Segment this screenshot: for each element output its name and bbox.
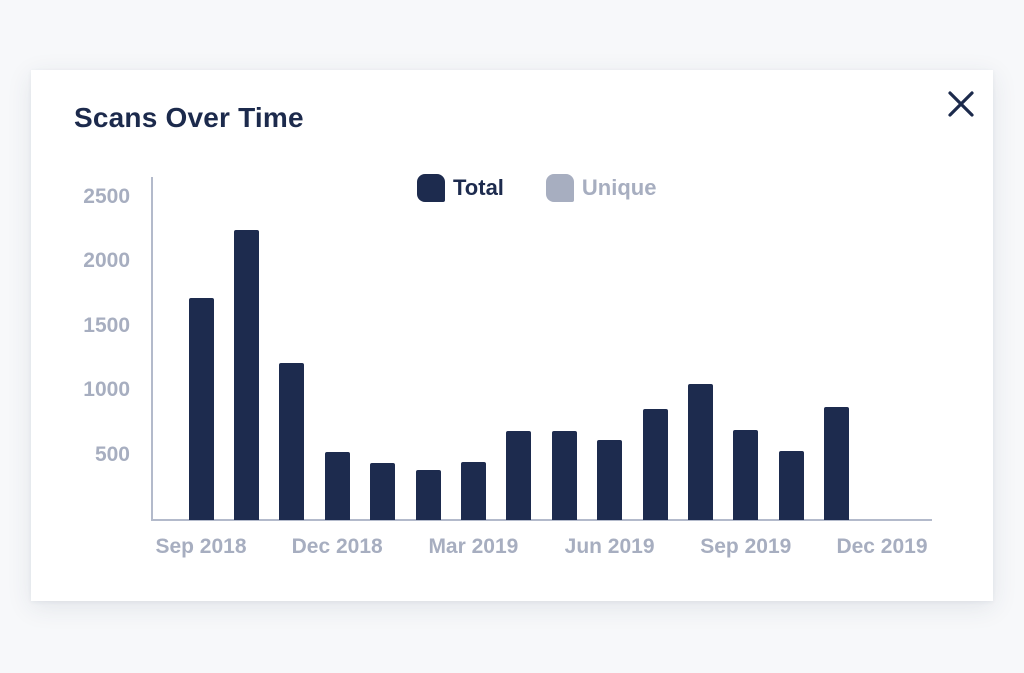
y-tick-label: 2000 (83, 249, 130, 272)
x-tick-label: Dec 2019 (836, 535, 928, 558)
unique-swatch-icon (545, 174, 574, 202)
bar-feb-2019[interactable] (415, 469, 441, 520)
modal-title: Scans Over Time (74, 102, 304, 133)
x-tick-label: Mar 2019 (428, 535, 519, 558)
y-tick-label: 2500 (83, 184, 130, 208)
bar-oct-2019[interactable] (778, 450, 804, 520)
x-tick-label: Jun 2019 (564, 535, 655, 558)
y-tick-label: 1000 (83, 378, 130, 401)
close-button[interactable] (945, 88, 977, 120)
x-tick-label: Sep 2018 (155, 535, 247, 558)
bar-dec-2018[interactable] (324, 451, 350, 520)
legend-item-unique[interactable]: Unique (545, 174, 657, 202)
bar-jan-2019[interactable] (370, 463, 396, 520)
bar-nov-2018[interactable] (279, 362, 305, 520)
bar-apr-2019[interactable] (506, 430, 532, 520)
y-axis (151, 177, 153, 521)
legend-label-total: Total (453, 175, 504, 200)
bar-sep-2018[interactable] (188, 298, 214, 520)
scans-over-time-modal: Scans Over Time Total Unique 500 1000 1500… (31, 70, 993, 601)
y-tick-label: 1500 (83, 313, 130, 337)
bar-jun-2019[interactable] (597, 440, 623, 520)
x-axis (151, 519, 932, 521)
x-tick-label: Sep 2019 (700, 535, 792, 558)
x-tick-label: Dec 2018 (291, 535, 383, 558)
total-swatch-icon (417, 174, 445, 202)
chart-legend: Total Unique (417, 174, 698, 202)
bar-chart: 500 1000 1500 2000 2500 Sep 2018 Dec 2018 Mar … (31, 70, 993, 601)
bar-aug-2019[interactable] (687, 383, 713, 520)
legend-item-total[interactable]: Total (417, 174, 504, 202)
close-icon (948, 91, 974, 117)
bar-mar-2019[interactable] (460, 461, 486, 520)
bar-nov-2019[interactable] (824, 407, 850, 520)
bar-may-2019[interactable] (551, 430, 577, 520)
bar-oct-2018[interactable] (233, 229, 259, 520)
bar-sep-2019[interactable] (733, 429, 759, 520)
y-tick-label: 500 (94, 442, 130, 466)
bar-jul-2019[interactable] (642, 409, 668, 520)
legend-label-unique: Unique (581, 175, 657, 200)
